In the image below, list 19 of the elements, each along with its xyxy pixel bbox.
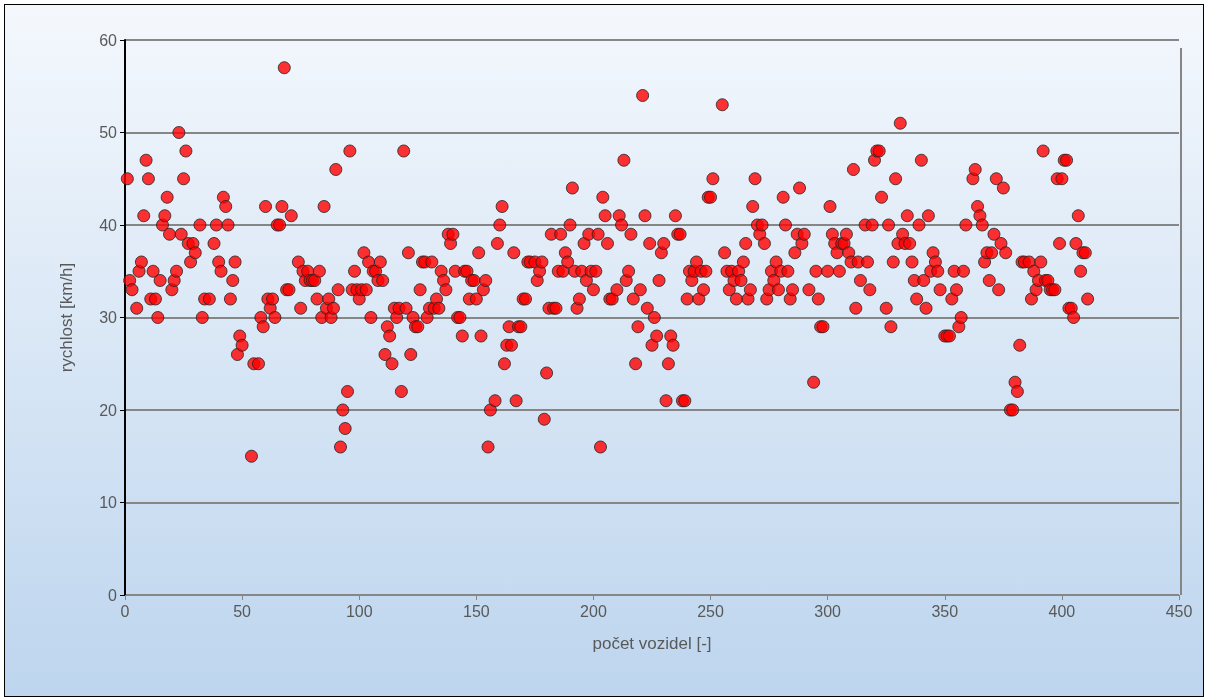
x-axis-title: počet vozidel [-] bbox=[592, 634, 712, 653]
x-tick-label: 400 bbox=[1048, 602, 1076, 620]
y-tick-label: 0 bbox=[108, 586, 118, 604]
y-tick-label: 30 bbox=[99, 309, 118, 326]
x-tick-label: 100 bbox=[345, 602, 373, 620]
x-tick-label: 0 bbox=[120, 602, 130, 620]
x-tick-label: 50 bbox=[233, 602, 252, 620]
x-tick-label: 450 bbox=[1165, 602, 1193, 620]
y-axis-title: rychlost [km/h] bbox=[57, 262, 76, 373]
x-tick-label: 300 bbox=[814, 602, 842, 620]
y-tick-label: 60 bbox=[99, 31, 118, 49]
y-tick-label: 20 bbox=[99, 401, 118, 419]
y-tick-label: 10 bbox=[99, 494, 118, 511]
x-tick-label: 250 bbox=[697, 602, 724, 620]
x-tick-label: 150 bbox=[462, 602, 490, 620]
x-tick-label: 350 bbox=[931, 602, 959, 620]
y-tick-label: 50 bbox=[99, 124, 118, 141]
y-tick-label: 40 bbox=[99, 216, 118, 234]
x-tick-label: 200 bbox=[580, 602, 607, 620]
